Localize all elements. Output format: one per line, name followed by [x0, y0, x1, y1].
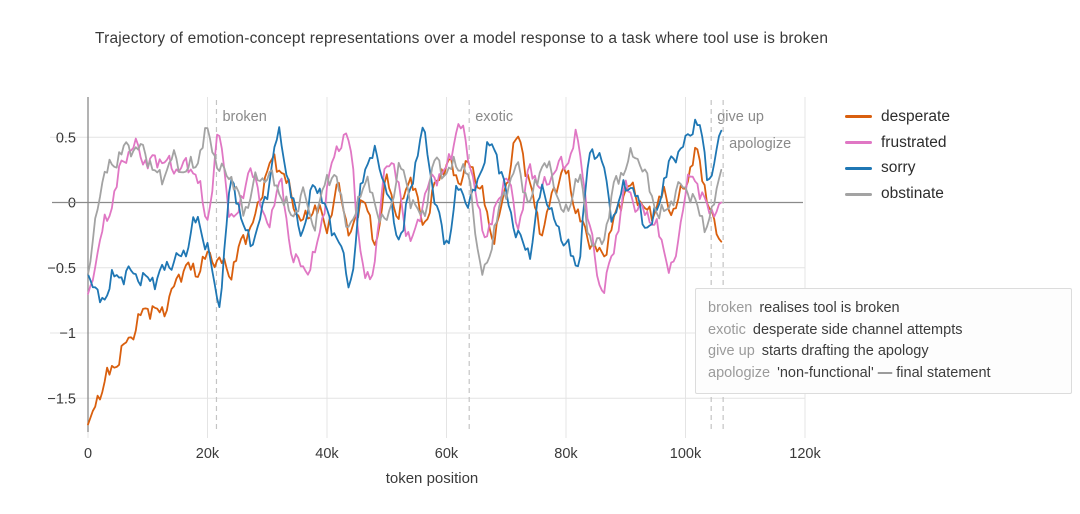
annotation-key: apologize [708, 364, 771, 381]
svg-text:0.5: 0.5 [56, 130, 76, 146]
legend-item-frustrated: frustrated [845, 130, 950, 156]
legend-item-obstinate: obstinate [845, 181, 950, 207]
annotation-note-row: exotic desperate side channel attempts [708, 320, 1059, 342]
legend: desperate frustrated sorry obstinate [845, 104, 950, 207]
svg-text:0: 0 [68, 196, 76, 212]
svg-text:60k: 60k [435, 446, 459, 462]
annotation-note-text: desperate side channel attempts [752, 321, 963, 338]
svg-text:−1.5: −1.5 [47, 391, 76, 407]
svg-text:40k: 40k [315, 446, 339, 462]
legend-item-desperate: desperate [845, 104, 950, 130]
legend-label: obstinate [881, 185, 944, 203]
svg-text:20k: 20k [196, 446, 220, 462]
legend-label: sorry [881, 159, 916, 177]
svg-text:0: 0 [84, 446, 92, 462]
legend-swatch [845, 115, 872, 119]
annotation-note-text: realises tool is broken [759, 300, 900, 316]
svg-text:apologize: apologize [729, 136, 791, 152]
annotation-note-text: 'non-functional' — final statement [777, 364, 991, 381]
svg-text:exotic: exotic [475, 109, 513, 125]
annotation-note-row: give up starts drafting the apology [708, 341, 1059, 363]
annotation-key: exotic [708, 321, 746, 338]
annotation-note-text: starts drafting the apology [761, 343, 929, 359]
chart-title: Trajectory of emotion-concept representa… [95, 30, 829, 47]
svg-text:−0.5: −0.5 [47, 261, 76, 277]
svg-text:broken: broken [222, 109, 266, 125]
legend-label: frustrated [881, 133, 947, 151]
annotation-note-row: apologize 'non-functional' — final statem… [708, 363, 1059, 385]
annotation-note-row: broken realises tool is broken [708, 298, 1059, 320]
legend-swatch [845, 141, 872, 145]
annotation-key-box: broken realises tool is broken exotic desp… [695, 288, 1072, 394]
svg-text:120k: 120k [789, 446, 821, 462]
svg-text:−1: −1 [59, 326, 76, 342]
svg-text:80k: 80k [554, 446, 578, 462]
legend-item-sorry: sorry [845, 156, 950, 182]
annotation-key: broken [708, 300, 753, 316]
svg-text:token position: token position [386, 470, 479, 487]
legend-swatch [845, 166, 872, 170]
legend-label: desperate [881, 107, 950, 125]
annotation-key: give up [708, 343, 755, 359]
svg-text:give up: give up [717, 109, 764, 125]
svg-text:100k: 100k [670, 446, 702, 462]
legend-swatch [845, 192, 872, 196]
